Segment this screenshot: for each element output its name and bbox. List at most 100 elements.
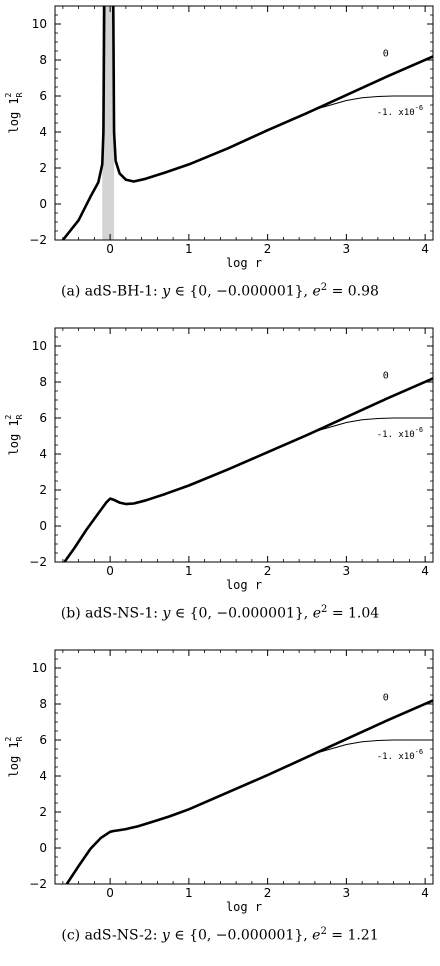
x-tick-label: 0 bbox=[106, 564, 114, 578]
caption-prefix: (a) bbox=[61, 283, 81, 300]
y-tick-label: −2 bbox=[29, 877, 47, 891]
caption-prefix: (c) bbox=[61, 927, 81, 944]
x-tick-label: 0 bbox=[106, 242, 114, 256]
x-tick-label: 0 bbox=[106, 886, 114, 900]
shaded-band bbox=[102, 6, 115, 240]
x-tick-label: 2 bbox=[264, 242, 272, 256]
y-tick-label: 8 bbox=[39, 53, 47, 67]
x-tick-label: 3 bbox=[343, 242, 351, 256]
x-tick-label: 1 bbox=[185, 886, 193, 900]
caption-value: = 1.04 bbox=[327, 605, 380, 622]
y-tick-label: 2 bbox=[39, 483, 47, 497]
y-tick-label: 0 bbox=[39, 519, 47, 533]
series-label-zero: 0 bbox=[383, 370, 389, 381]
y-axis-label-main: log 1 bbox=[7, 419, 21, 455]
series-line-thick bbox=[65, 699, 433, 884]
series-label-zero: 0 bbox=[383, 692, 389, 703]
y-axis-label-sub: R bbox=[15, 92, 24, 97]
series-label-thin: -1. x10-6 bbox=[377, 104, 423, 118]
y-tick-label: 6 bbox=[39, 733, 47, 747]
x-axis-label: log r bbox=[226, 256, 262, 270]
caption-set: ∈ {0, −0.000001}, bbox=[169, 927, 313, 944]
x-tick-label: 2 bbox=[264, 564, 272, 578]
caption-name: adS-BH-1: bbox=[84, 283, 158, 300]
y-axis-label: log 1R2 bbox=[4, 92, 24, 133]
y-axis-label: log 1R2 bbox=[4, 414, 24, 455]
plot-frame bbox=[54, 649, 434, 885]
x-tick-label: 1 bbox=[185, 564, 193, 578]
y-tick-label: 4 bbox=[39, 447, 47, 461]
caption-set: ∈ {0, −0.000001}, bbox=[170, 605, 313, 622]
chart-panel-a: 0 1 2 3 4 −2 0 2 4 6 8 10 log r log 1R2 0 -1. x10-6 (a)… bbox=[0, 0, 440, 322]
chart-panel-c: 0 1 2 3 4 −2 0 2 4 6 8 10 log r log 1R2 0 -1. x10-6 (c)… bbox=[0, 644, 440, 966]
series-line-thick bbox=[61, 6, 106, 240]
series-label-thin-main: -1. x10 bbox=[377, 108, 415, 118]
x-tick-label: 4 bbox=[421, 886, 429, 900]
y-axis-label-sup: 2 bbox=[4, 93, 13, 98]
x-axis-label: log r bbox=[226, 900, 262, 914]
y-tick-label: 0 bbox=[39, 841, 47, 855]
y-axis-label-sup: 2 bbox=[4, 415, 13, 420]
y-tick-label: 2 bbox=[39, 805, 47, 819]
series-label-thin-exp: -6 bbox=[415, 426, 423, 434]
x-tick-label: 4 bbox=[421, 564, 429, 578]
caption-y: y bbox=[161, 927, 170, 944]
y-tick-label: 6 bbox=[39, 411, 47, 425]
caption-y: y bbox=[162, 605, 171, 622]
caption-value: = 0.98 bbox=[327, 283, 379, 300]
caption-set: ∈ {0, −0.000001}, bbox=[170, 283, 313, 300]
plot-frame bbox=[54, 327, 434, 563]
series-group bbox=[61, 6, 433, 240]
y-tick-label: 2 bbox=[39, 161, 47, 175]
chart-a-caption: (a) adS-BH-1: y ∈ {0, −0.000001}, e2 = 0… bbox=[0, 282, 440, 300]
y-axis-label: log 1R2 bbox=[4, 736, 24, 777]
chart-panel-b: 0 1 2 3 4 −2 0 2 4 6 8 10 log r log 1R2 0 -1. x10-6 (b)… bbox=[0, 322, 440, 644]
series-label-thin-main: -1. x10 bbox=[377, 430, 415, 440]
series-label-thin: -1. x10-6 bbox=[377, 748, 423, 762]
chart-b-caption: (b) adS-NS-1: y ∈ {0, −0.000001}, e2 = 1… bbox=[0, 604, 440, 622]
y-tick-label: −2 bbox=[29, 233, 47, 247]
series-label-zero: 0 bbox=[383, 48, 389, 59]
y-tick-label: −2 bbox=[29, 555, 47, 569]
x-axis-label: log r bbox=[226, 578, 262, 592]
x-tick-label: 3 bbox=[343, 564, 351, 578]
x-tick-label: 3 bbox=[343, 886, 351, 900]
y-tick-label: 10 bbox=[32, 17, 47, 31]
y-tick-label: 0 bbox=[39, 197, 47, 211]
x-tick-label: 4 bbox=[421, 242, 429, 256]
series-group bbox=[65, 699, 433, 884]
caption-e: e bbox=[312, 927, 321, 944]
y-tick-label: 10 bbox=[32, 339, 47, 353]
y-tick-label: 4 bbox=[39, 125, 47, 139]
caption-e: e bbox=[312, 605, 321, 622]
series-label-thin-exp: -6 bbox=[415, 748, 423, 756]
y-tick-label: 8 bbox=[39, 375, 47, 389]
caption-name: adS-NS-2: bbox=[84, 927, 158, 944]
caption-exp: 2 bbox=[320, 282, 328, 293]
series-line-thick bbox=[111, 6, 433, 183]
y-axis-label-sub: R bbox=[15, 414, 24, 419]
y-tick-label: 10 bbox=[32, 661, 47, 675]
y-axis-label-sup: 2 bbox=[4, 737, 13, 742]
series-label-thin-exp: -6 bbox=[415, 104, 423, 112]
series-line-thick bbox=[63, 377, 433, 562]
series-line-thin bbox=[314, 95, 433, 110]
y-axis-label-main: log 1 bbox=[7, 97, 21, 133]
y-axis-label-sub: R bbox=[15, 736, 24, 741]
caption-name: adS-NS-1: bbox=[85, 605, 158, 622]
x-tick-label: 2 bbox=[264, 886, 272, 900]
caption-exp: 2 bbox=[321, 604, 328, 615]
series-line-thin bbox=[314, 739, 433, 754]
y-tick-label: 4 bbox=[39, 769, 47, 783]
series-label-thin-main: -1. x10 bbox=[377, 752, 415, 762]
series-group bbox=[63, 377, 433, 562]
caption-exp: 2 bbox=[320, 926, 327, 937]
y-axis-label-main: log 1 bbox=[7, 741, 21, 777]
caption-e: e bbox=[312, 283, 321, 300]
caption-y: y bbox=[162, 283, 171, 300]
x-tick-label: 1 bbox=[185, 242, 193, 256]
y-tick-label: 6 bbox=[39, 89, 47, 103]
